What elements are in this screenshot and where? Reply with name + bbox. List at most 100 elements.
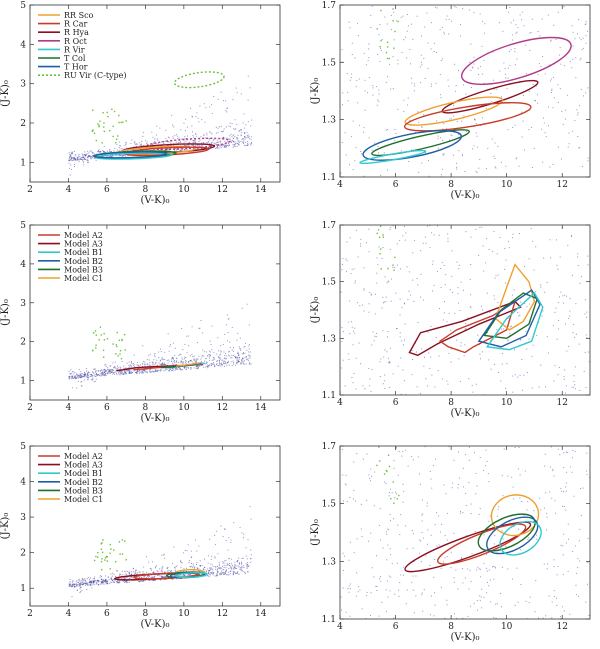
- field-star: [363, 310, 365, 312]
- field-star: [177, 135, 179, 137]
- field-star: [250, 136, 252, 138]
- field-star: [99, 374, 101, 376]
- field-star: [436, 271, 438, 273]
- field-star: [242, 122, 244, 124]
- carbon-star-point: [106, 556, 108, 558]
- field-star: [148, 369, 150, 371]
- field-star: [215, 544, 217, 546]
- field-star: [248, 351, 250, 353]
- field-star: [456, 261, 458, 263]
- field-star: [117, 367, 119, 369]
- field-star: [430, 478, 432, 480]
- field-star: [546, 516, 548, 518]
- field-star: [483, 470, 485, 472]
- field-star: [139, 364, 141, 366]
- field-star: [164, 140, 166, 142]
- x-tick-label: 8: [448, 180, 454, 190]
- field-star: [349, 583, 351, 585]
- field-star: [516, 157, 518, 159]
- field-star: [204, 360, 206, 362]
- field-star: [340, 609, 342, 611]
- field-star: [89, 155, 91, 157]
- field-star: [129, 366, 131, 368]
- field-star: [439, 94, 441, 96]
- field-star: [204, 566, 206, 568]
- field-star: [406, 548, 408, 550]
- field-star: [215, 568, 217, 570]
- field-star: [366, 242, 368, 244]
- field-star: [147, 575, 149, 577]
- field-star: [242, 353, 244, 355]
- field-star: [228, 351, 230, 353]
- field-star: [416, 386, 418, 388]
- field-star: [361, 608, 363, 610]
- field-star: [84, 578, 86, 580]
- field-star: [511, 237, 513, 239]
- field-star: [351, 73, 353, 75]
- field-star: [587, 157, 589, 159]
- field-star: [94, 579, 96, 581]
- field-star: [506, 87, 508, 89]
- field-star: [123, 373, 125, 375]
- field-star: [504, 68, 506, 70]
- field-star: [84, 151, 86, 153]
- field-star: [528, 537, 530, 539]
- field-star: [348, 585, 350, 587]
- field-star: [542, 56, 544, 58]
- field-star: [445, 274, 447, 276]
- carbon-star-point: [383, 473, 386, 475]
- field-star: [120, 373, 122, 375]
- field-star: [180, 353, 182, 355]
- field-star: [557, 374, 559, 376]
- field-star: [528, 129, 530, 131]
- field-star: [558, 328, 560, 330]
- field-star: [105, 374, 107, 376]
- field-star: [566, 471, 568, 473]
- field-star: [156, 570, 158, 572]
- field-star: [383, 356, 385, 358]
- field-star: [233, 568, 235, 570]
- field-star: [174, 369, 176, 371]
- field-star: [448, 312, 450, 314]
- field-star: [75, 585, 77, 587]
- field-star: [209, 131, 211, 133]
- carbon-star-point: [116, 331, 118, 334]
- field-star: [544, 132, 546, 134]
- carbon-star-point: [92, 331, 95, 334]
- field-star: [146, 556, 148, 558]
- field-star: [376, 590, 378, 592]
- field-star: [166, 144, 168, 146]
- field-star: [450, 566, 452, 568]
- field-star: [79, 373, 81, 375]
- field-star: [84, 154, 86, 156]
- field-star: [245, 547, 247, 549]
- field-star: [473, 56, 475, 58]
- legend-label: Model C1: [64, 274, 103, 283]
- field-star: [355, 595, 357, 597]
- field-star: [565, 482, 567, 484]
- field-star: [352, 169, 354, 171]
- axis-frame: [29, 4, 281, 183]
- field-star: [195, 133, 197, 135]
- field-star: [403, 111, 405, 113]
- field-star: [531, 167, 533, 169]
- field-star: [558, 366, 560, 368]
- field-star: [510, 325, 512, 327]
- field-star: [584, 23, 586, 25]
- field-star: [182, 358, 184, 360]
- field-star: [71, 582, 73, 584]
- carbon-star-point: [118, 114, 120, 117]
- field-star: [565, 509, 567, 511]
- field-star: [208, 576, 210, 578]
- field-star: [480, 596, 482, 598]
- field-star: [469, 305, 471, 307]
- field-star: [237, 361, 239, 363]
- field-star: [407, 13, 409, 15]
- field-star: [144, 371, 146, 373]
- field-star: [157, 142, 159, 144]
- field-star: [209, 567, 211, 569]
- field-star: [480, 576, 482, 578]
- field-star: [220, 140, 222, 142]
- field-star: [413, 612, 415, 614]
- field-star: [562, 545, 564, 547]
